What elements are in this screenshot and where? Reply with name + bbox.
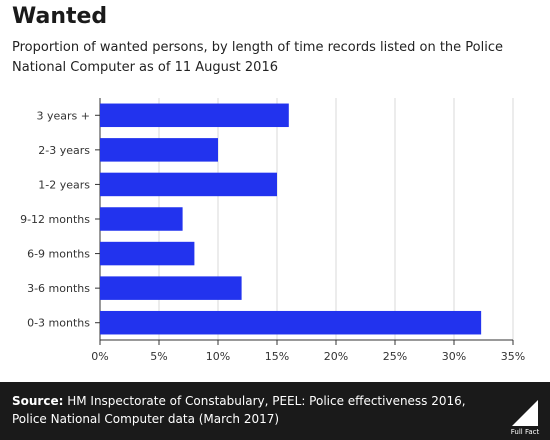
category-label: 0-3 months xyxy=(27,317,90,330)
bar xyxy=(100,276,242,300)
bar xyxy=(100,207,183,231)
x-tick-label: 15% xyxy=(265,350,289,363)
category-label: 6-9 months xyxy=(27,248,90,261)
x-tick-label: 0% xyxy=(91,350,108,363)
category-label: 3-6 months xyxy=(27,282,90,295)
category-label: 9-12 months xyxy=(20,213,90,226)
logo-text: Full Fact xyxy=(511,428,540,436)
bar xyxy=(100,172,277,197)
source-note: Source: HM Inspectorate of Constabulary,… xyxy=(12,392,482,428)
chart-title: Wanted xyxy=(12,4,108,29)
label-layer: 0% 5% 10% 15% 20% 25% 30% 35% 3 years + 2-3 years… xyxy=(20,109,525,363)
source-label: Source: xyxy=(12,394,64,408)
category-label: 1-2 years xyxy=(38,178,90,191)
x-tick-label: 20% xyxy=(324,350,348,363)
source-text: HM Inspectorate of Constabulary, PEEL: P… xyxy=(12,394,466,426)
bar xyxy=(100,241,195,266)
x-tick-label: 5% xyxy=(150,350,167,363)
x-tick-label: 10% xyxy=(206,350,230,363)
full-fact-logo: Full Fact xyxy=(511,400,540,436)
footer: Source: HM Inspectorate of Constabulary,… xyxy=(0,382,550,440)
bar-chart: 0% 5% 10% 15% 20% 25% 30% 35% 3 years + 2-3 years… xyxy=(20,98,525,363)
bar-layer xyxy=(100,103,482,335)
x-tick-label: 30% xyxy=(442,350,466,363)
x-tick-label: 35% xyxy=(501,350,525,363)
chart-subtitle: Proportion of wanted persons, by length … xyxy=(12,40,503,75)
bar xyxy=(100,310,482,335)
bar xyxy=(100,103,289,128)
category-label: 3 years + xyxy=(37,109,90,122)
bar xyxy=(100,138,218,162)
category-label: 2-3 years xyxy=(38,144,90,157)
x-tick-label: 25% xyxy=(383,350,407,363)
